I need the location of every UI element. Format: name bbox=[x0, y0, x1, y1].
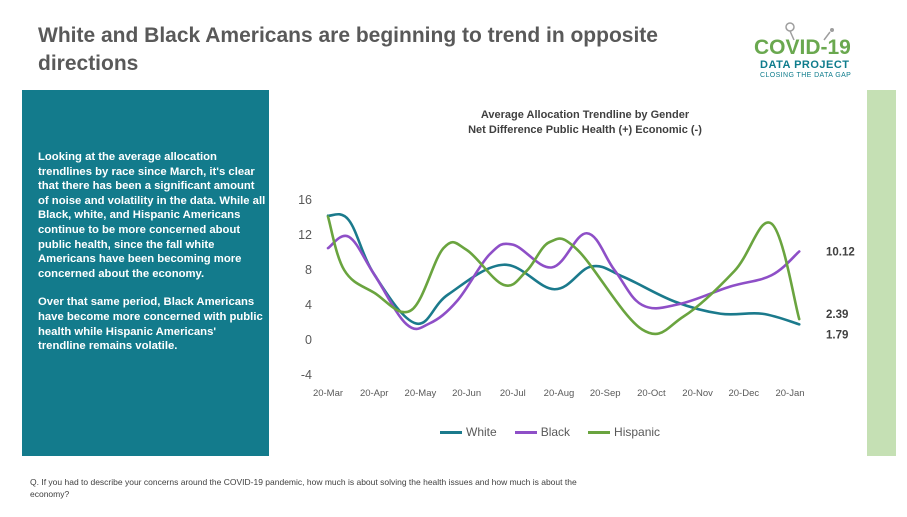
insight-text: Looking at the average allocation trendl… bbox=[38, 150, 266, 368]
legend-label-hispanic: Hispanic bbox=[614, 425, 661, 439]
x-tick-label: 20-May bbox=[405, 388, 437, 399]
legend-item-hispanic: Hispanic bbox=[588, 425, 660, 439]
legend-label-black: Black bbox=[540, 425, 571, 439]
chart-title: Average Allocation Trendline by Gender bbox=[480, 109, 690, 121]
logo-tagline: CLOSING THE DATA GAP bbox=[760, 72, 852, 79]
y-tick-label: -4 bbox=[301, 368, 312, 382]
y-tick-label: 4 bbox=[305, 298, 312, 312]
x-tick-label: 20-Jun bbox=[452, 388, 481, 399]
x-tick-label: 20-Oct bbox=[637, 388, 666, 399]
x-tick-label: 20-Sep bbox=[590, 388, 621, 399]
trend-line-chart: 16 12 8 4 0 -420-Mar 20-Apr 20-May 20-Jun 20-Jul 2… bbox=[298, 193, 855, 399]
chart-title-block: Average Allocation Trendline by Gender N… bbox=[380, 108, 790, 138]
x-tick-label: 20-Jul bbox=[500, 388, 526, 399]
legend-item-white: White bbox=[440, 425, 497, 439]
covid-data-project-logo: COVID-19 DATA PROJECT CLOSING THE DATA G… bbox=[746, 22, 866, 84]
legend-swatch-black bbox=[514, 430, 537, 434]
logo-line-2: DATA PROJECT bbox=[760, 59, 850, 71]
x-tick-label: 20-Nov bbox=[682, 388, 713, 399]
x-tick-label: 20-Aug bbox=[544, 388, 575, 399]
insight-paragraph-2: Over that same period, Black Americans h… bbox=[38, 296, 263, 353]
end-value-label: 1.79 bbox=[826, 329, 848, 341]
series-line-white bbox=[326, 212, 801, 326]
side-accent-bar bbox=[867, 90, 896, 456]
insight-paragraph-1: Looking at the average allocation trendl… bbox=[38, 151, 266, 280]
survey-question-footnote: Q. If you had to describe your concerns … bbox=[30, 477, 577, 499]
chart-legend: White Black Hispanic bbox=[440, 425, 660, 439]
logo-line-1: COVID-19 bbox=[754, 36, 851, 59]
series-line-hispanic bbox=[326, 215, 801, 336]
y-tick-label: 8 bbox=[305, 263, 312, 277]
legend-item-black: Black bbox=[514, 425, 571, 439]
series-line-black bbox=[326, 231, 801, 331]
end-value-label: 2.39 bbox=[826, 309, 848, 321]
end-value-label: 10.12 bbox=[826, 246, 855, 258]
stethoscope-icon bbox=[785, 22, 834, 41]
x-tick-label: 20-Apr bbox=[360, 388, 389, 399]
legend-swatch-hispanic bbox=[588, 430, 611, 434]
y-tick-label: 16 bbox=[298, 193, 312, 207]
x-tick-label: 20-Dec bbox=[728, 388, 759, 399]
y-tick-label: 0 bbox=[305, 333, 312, 347]
x-tick-label: 20-Jan bbox=[775, 388, 804, 399]
legend-label-white: White bbox=[466, 425, 497, 439]
insight-panel: Looking at the average allocation trendl… bbox=[22, 90, 269, 456]
y-tick-label: 12 bbox=[298, 228, 312, 242]
chart-subtitle: Net Difference Public Health (+) Economi… bbox=[468, 124, 702, 136]
legend-swatch-white bbox=[440, 430, 462, 434]
slide-title: White and Black Americans are beginning … bbox=[38, 24, 658, 75]
x-tick-label: 20-Mar bbox=[313, 388, 343, 399]
